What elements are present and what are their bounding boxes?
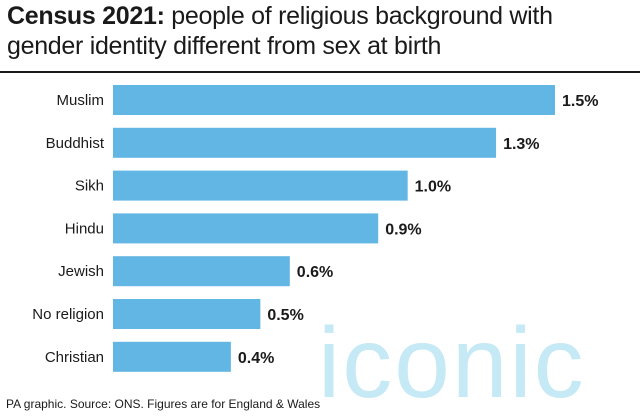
value-label: 0.5% [267,307,303,324]
value-label: 0.4% [238,350,274,367]
title-rest: people of religious background with gend… [7,2,553,60]
value-label: 1.5% [562,93,598,110]
bar [113,213,379,244]
category-label: No religion [32,306,104,323]
title-rule [0,71,640,73]
value-label: 0.6% [297,264,333,281]
category-label: Buddhist [46,135,105,152]
value-label: 1.3% [503,136,539,153]
bar [113,127,497,158]
category-label: Sikh [75,178,104,195]
bar [113,170,408,201]
category-label: Christian [45,349,104,366]
value-label: 0.9% [385,221,421,238]
bar [113,341,231,372]
source-footer: PA graphic. Source: ONS. Figures are for… [6,397,321,411]
category-label: Hindu [65,220,104,237]
bar [113,299,261,329]
category-label: Muslim [57,92,105,109]
value-label: 1.0% [415,179,451,196]
category-label: Jewish [58,263,104,280]
bar [113,85,555,115]
chart-title: Census 2021: people of religious backgro… [7,1,635,61]
bar [113,256,290,287]
title-bold: Census 2021: [7,2,165,30]
iconic-watermark: iconic [318,307,586,419]
